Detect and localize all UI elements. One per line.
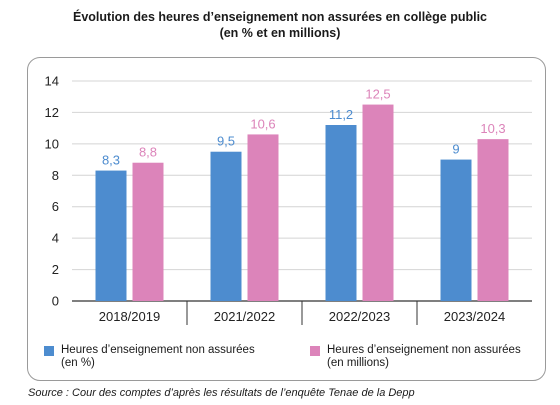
bar xyxy=(247,134,279,301)
chart-title-line2: (en % et en millions) xyxy=(219,26,341,40)
data-label: 11,2 xyxy=(329,107,353,122)
source-note: Source : Cour des comptes d’après les ré… xyxy=(28,387,415,399)
data-label: 10,6 xyxy=(250,116,275,131)
legend-label-percent-line2: (en %) xyxy=(61,357,95,369)
x-tick-label: 2018/2019 xyxy=(99,309,160,324)
y-tick-label: 14 xyxy=(45,74,59,89)
y-tick-label: 4 xyxy=(52,231,59,246)
legend-label-percent-line1: Heures d’enseignement non assurées xyxy=(61,344,255,356)
x-tick-label: 2021/2022 xyxy=(214,309,275,324)
y-tick-label: 12 xyxy=(45,105,59,120)
chart-title: Évolution des heures d’enseignement non … xyxy=(0,9,560,41)
bar xyxy=(325,125,357,301)
y-tick-label: 8 xyxy=(52,168,59,183)
y-tick-label: 2 xyxy=(52,262,59,277)
data-label: 9 xyxy=(452,142,459,157)
data-label: 10,3 xyxy=(480,121,505,136)
x-tick-label: 2022/2023 xyxy=(329,309,390,324)
y-tick-label: 6 xyxy=(52,199,59,214)
chart-frame xyxy=(27,57,546,381)
legend-label-millions-line2: (en millions) xyxy=(327,357,389,369)
data-label: 12,5 xyxy=(365,87,390,102)
bar xyxy=(95,170,127,301)
y-tick-label: 10 xyxy=(45,136,59,151)
legend-label-millions-line1: Heures d’enseignement non assurées xyxy=(327,344,521,356)
data-label: 8,8 xyxy=(139,145,157,160)
legend-swatch-percent xyxy=(44,346,54,356)
bar xyxy=(362,104,394,301)
x-tick-label: 2023/2024 xyxy=(444,309,505,324)
y-tick-label: 0 xyxy=(52,294,59,309)
bar xyxy=(477,139,509,301)
bar xyxy=(132,162,164,301)
chart-title-line1: Évolution des heures d’enseignement non … xyxy=(73,10,487,24)
data-label: 8,3 xyxy=(102,153,120,168)
legend-swatch-millions xyxy=(310,346,320,356)
bar xyxy=(210,151,242,301)
bar xyxy=(440,159,472,301)
data-label: 9,5 xyxy=(217,134,235,149)
